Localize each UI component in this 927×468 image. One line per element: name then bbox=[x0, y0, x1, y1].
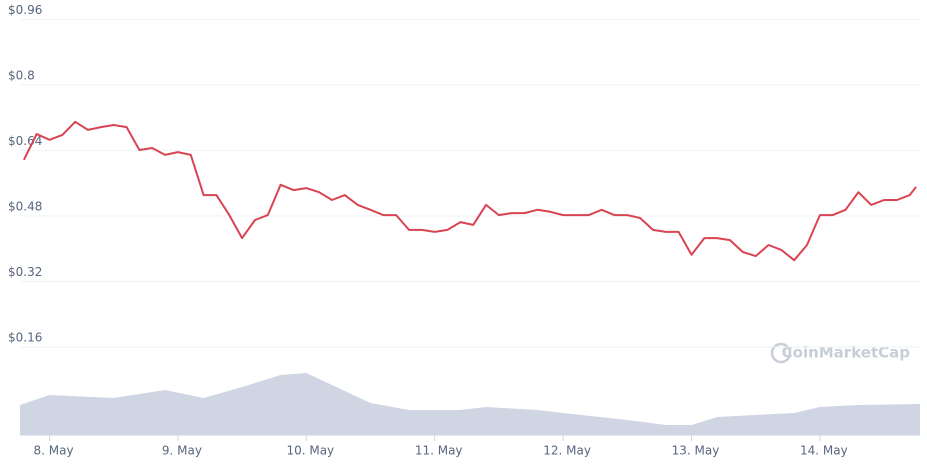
x-tick-label: 10. May bbox=[286, 444, 334, 458]
x-tick-label: 13. May bbox=[672, 444, 720, 458]
x-tick-label: 12. May bbox=[543, 444, 591, 458]
watermark: CoinMarketCap bbox=[782, 344, 911, 362]
x-tick-label: 8. May bbox=[33, 444, 73, 458]
y-tick-label: $0.16 bbox=[8, 330, 42, 344]
y-tick-label: $0.96 bbox=[8, 3, 42, 17]
volume-area bbox=[20, 373, 920, 435]
y-tick-label: $0.8 bbox=[8, 68, 35, 82]
x-tick-label: 14. May bbox=[800, 444, 848, 458]
price-line bbox=[23, 120, 917, 262]
y-tick-label: $0.32 bbox=[8, 265, 42, 279]
x-tick-label: 11. May bbox=[415, 444, 463, 458]
y-tick-label: $0.64 bbox=[8, 134, 42, 148]
watermark-logo bbox=[770, 342, 792, 364]
y-tick-label: $0.48 bbox=[8, 199, 42, 213]
x-tick-label: 9. May bbox=[162, 444, 202, 458]
